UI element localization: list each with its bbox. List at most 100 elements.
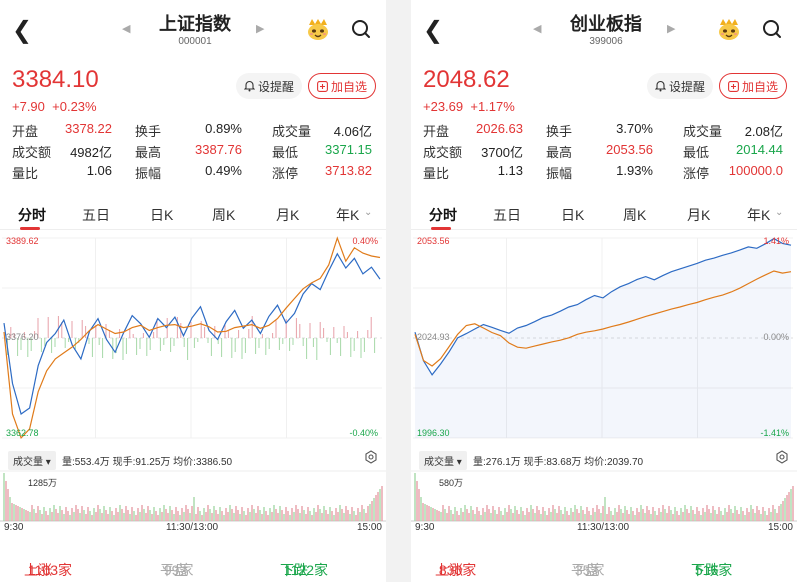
index-code: 000001 [178,36,212,47]
add-watchlist-button[interactable]: 加自选 [719,73,787,99]
set-reminder-label: 设提醒 [668,79,705,94]
change-value: +7.90 [12,99,45,114]
decliners-count: 1122家 [283,562,328,578]
chart-mid-label: 2024.93 [417,332,450,342]
time-start: 9:30 [4,522,24,533]
stat-value: 3700亿 [481,145,523,160]
advancers: 上涨 830家 [435,551,476,578]
tab-3[interactable]: 周K [623,207,647,223]
stat-value: 3378.22 [65,121,112,136]
index-price-line [3,252,381,415]
set-reminder-button[interactable]: 设提醒 [647,73,713,99]
bell-icon [654,80,666,92]
mascot-icon[interactable] [716,16,742,42]
advancers-count: 830家 [438,562,477,578]
tab-1[interactable]: 五日 [82,207,110,223]
stat-value: 100000.0 [728,163,783,178]
search-icon[interactable] [761,18,783,40]
stat-value: 2053.56 [606,142,653,157]
header: ❮ ◀ 创业板指 399006 ▶ [411,0,797,58]
prev-index-icon[interactable]: ◀ [122,23,131,35]
stat-label: 最高 [546,145,573,160]
chevron-down-icon[interactable]: ⌄ [364,207,373,218]
advancers-label: 上涨 [435,562,463,578]
intraday-chart[interactable] [0,232,386,444]
unchanged-label: 平盘 [571,562,599,578]
index-code: 399006 [589,36,623,47]
stat-value: 4982亿 [70,145,112,160]
unchanged-count: 99家 [163,562,194,578]
change-percent: +1.17% [470,99,515,114]
volume-selector[interactable]: 成交量 ▾ [419,451,467,470]
tab-5[interactable]: 年K [747,207,771,223]
stat-label: 换手 [546,124,573,139]
stat-value: 0.49% [205,163,242,178]
settings-gear-icon[interactable] [364,450,378,464]
market-breadth[interactable]: 上涨 1103家 平盘 99家 下跌 1122家 [0,542,386,582]
stats-row: 开盘 3378.22 换手 0.89% 成交量 4.06亿 [12,121,372,142]
stat-value: 2026.63 [476,121,523,136]
volume-selector[interactable]: 成交量 ▾ [8,451,56,470]
tab-2[interactable]: 日K [561,207,585,223]
stat-label: 振幅 [546,166,573,181]
mascot-icon[interactable] [305,16,331,42]
market-breadth[interactable]: 上涨 830家 平盘 35家 下跌 516家 [411,542,797,582]
settings-gear-icon[interactable] [775,450,789,464]
stat-label: 开盘 [423,124,450,139]
unchanged-label: 平盘 [160,562,188,578]
time-mid: 11:30/13:00 [577,522,630,533]
current-price: 2048.62 [423,66,510,93]
intraday-chart[interactable] [411,232,797,444]
stats-row: 开盘 2026.63 换手 3.70% 成交量 2.08亿 [423,121,783,142]
stat-label: 换手 [135,124,162,139]
unchanged: 平盘 35家 [571,551,604,578]
stat-label: 最高 [135,145,162,160]
tab-0[interactable]: 分时 [429,207,457,223]
stats-grid: 开盘 3378.22 换手 0.89% 成交量 4.06亿 成交额 4982亿 最高 3387.7… [12,121,372,184]
chart-high-label: 2053.56 [417,236,450,246]
tab-1[interactable]: 五日 [493,207,521,223]
volume-info: 量:553.4万 现手:91.25万 均价:3386.50 [62,457,233,468]
active-tab-underline [431,227,451,230]
stat-label: 量比 [423,166,450,181]
chevron-down-icon[interactable]: ⌄ [775,207,784,218]
chart-tabs: 分时 五日 日K 周K 月K 年K ⌄ [0,200,386,230]
plus-box-icon [728,80,739,92]
stat-value: 3.70% [616,121,653,136]
time-mid: 11:30/13:00 [166,522,219,533]
tab-4[interactable]: 月K [687,207,711,223]
stat-value: 2.08亿 [744,124,783,139]
panel-divider [386,0,411,582]
stat-value: 2014.44 [736,142,783,157]
stat-value: 3371.15 [325,142,372,157]
volume-chart[interactable] [0,470,386,522]
volume-chart[interactable] [411,470,797,522]
tab-4[interactable]: 月K [276,207,300,223]
tab-3[interactable]: 周K [212,207,236,223]
next-index-icon[interactable]: ▶ [256,23,265,35]
index-panel-shanghai: ❮ ◀ 上证指数 000001 ▶ 3384.10 +7.90 +0.23% 设… [0,0,386,582]
next-index-icon[interactable]: ▶ [667,23,676,35]
decliners-label: 下跌 [691,562,719,578]
average-price-line [3,236,381,440]
stat-label: 最低 [272,145,299,160]
tab-0[interactable]: 分时 [18,207,46,223]
prev-index-icon[interactable]: ◀ [533,23,542,35]
index-panel-chinext: ❮ ◀ 创业板指 399006 ▶ 2048.62 +23.69 +1.17% … [411,0,797,582]
stat-label: 涨停 [683,166,710,181]
stat-label: 量比 [12,166,39,181]
back-arrow-icon[interactable]: ❮ [423,16,444,44]
search-icon[interactable] [350,18,372,40]
tab-5[interactable]: 年K [336,207,360,223]
stat-value: 1.13 [497,163,523,178]
decliners-count: 516家 [694,562,733,578]
volume-info: 量:276.1万 现手:83.68万 均价:2039.70 [473,457,644,468]
set-reminder-button[interactable]: 设提醒 [236,73,302,99]
stat-label: 最低 [683,145,710,160]
decliners: 下跌 1122家 [280,551,328,578]
add-watchlist-button[interactable]: 加自选 [308,73,376,99]
decliners: 下跌 516家 [691,551,732,578]
tab-2[interactable]: 日K [150,207,174,223]
back-arrow-icon[interactable]: ❮ [12,16,33,44]
stat-label: 成交额 [12,145,52,160]
